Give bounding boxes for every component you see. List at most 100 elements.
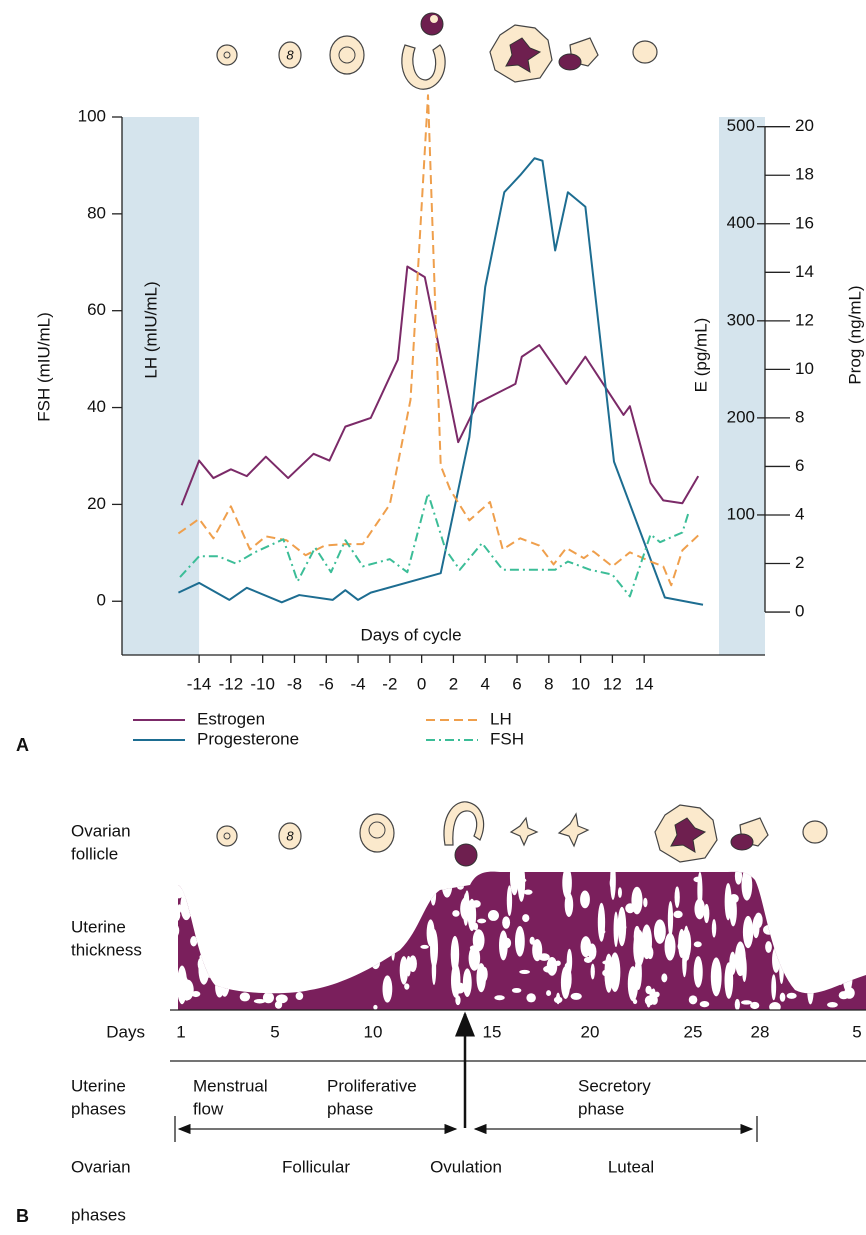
lining-spot — [674, 886, 680, 908]
lining-spot — [385, 924, 390, 931]
row-label: Days — [106, 1022, 145, 1041]
y3-tick-label: 14 — [795, 262, 814, 281]
lining-spot — [220, 891, 232, 930]
lining-spot — [779, 900, 788, 924]
lining-spot — [373, 1004, 378, 1010]
x-tick-label: 14 — [635, 674, 654, 693]
lining-spot — [368, 914, 378, 945]
lining-spot — [807, 973, 814, 1005]
x-tick-label: 6 — [512, 674, 521, 693]
lining-spot — [683, 925, 690, 962]
lining-spot — [847, 888, 857, 905]
lining-spot — [178, 924, 180, 937]
lining-spot — [322, 948, 334, 968]
lining-spot — [261, 922, 272, 961]
x-tick-label: -10 — [250, 674, 275, 693]
lining-spot — [661, 973, 668, 983]
lining-spot — [617, 887, 622, 898]
lining-spot — [468, 945, 481, 971]
lining-spot — [711, 961, 721, 977]
lining-spot — [740, 1000, 752, 1005]
y2-tick-label: 500 — [727, 116, 755, 135]
lining-spot — [440, 872, 449, 883]
row-label: follicle — [71, 844, 118, 863]
x-tick-label: -8 — [287, 674, 302, 693]
lining-spot — [180, 886, 190, 900]
lining-spot — [765, 941, 772, 953]
lining-spot — [808, 949, 821, 981]
lining-spot — [511, 987, 522, 993]
lining-spot — [699, 1000, 710, 1008]
lining-spot — [199, 871, 207, 906]
lining-spot — [393, 907, 402, 942]
lining-spot — [643, 897, 648, 908]
lining-spot — [224, 923, 229, 936]
lining-spot — [344, 949, 352, 958]
lining-spot — [523, 889, 533, 895]
lining-spot — [613, 911, 619, 948]
phase-label: phase — [327, 1099, 373, 1118]
lining-spot — [604, 953, 614, 993]
legend-label: Progesterone — [197, 729, 299, 748]
lining-spot — [780, 876, 788, 911]
lining-spot — [741, 955, 747, 983]
lining-spot — [441, 871, 453, 898]
lining-spot — [610, 871, 616, 901]
lining-spot — [827, 1002, 838, 1008]
lining-spot — [398, 898, 404, 907]
row-label: Uterine — [71, 917, 126, 936]
lining-spot — [667, 900, 674, 937]
lining-spot — [790, 970, 799, 975]
x-tick-label: 0 — [417, 674, 426, 693]
y3-tick-label: 0 — [795, 602, 804, 621]
y3-tick-label: 18 — [795, 165, 814, 184]
svg-text:8: 8 — [286, 47, 294, 62]
y-tick-label: 40 — [87, 397, 106, 416]
legend-label: Estrogen — [197, 709, 265, 728]
lining-spot — [279, 919, 286, 944]
lining-spot — [206, 973, 216, 978]
x-tick-label: 4 — [480, 674, 489, 693]
lining-spot — [249, 892, 254, 905]
lining-spot — [332, 918, 341, 941]
series-line — [180, 265, 700, 506]
lining-spot — [734, 998, 740, 1010]
lining-spot — [802, 986, 813, 992]
y3-tick-label: 16 — [795, 213, 814, 232]
x-axis-label: Days of cycle — [360, 625, 461, 644]
lining-spot — [562, 871, 572, 899]
lining-spot — [197, 958, 204, 971]
lining-spot — [838, 991, 849, 1000]
row-label: phases — [71, 1099, 126, 1118]
lining-spot — [297, 948, 309, 960]
lining-spot — [306, 939, 317, 974]
lining-spot — [279, 886, 288, 927]
lining-spot — [711, 919, 717, 938]
y3-tick-label: 2 — [795, 553, 804, 572]
shading — [122, 117, 200, 655]
lining-spot — [633, 925, 641, 947]
y-axis-label: LH (mIU/mL) — [141, 281, 160, 378]
y2-tick-label: 100 — [727, 504, 755, 523]
lining-spot — [509, 871, 520, 896]
lining-spot — [771, 974, 777, 1001]
day-label: 25 — [684, 1022, 703, 1041]
lining-spot — [190, 936, 198, 947]
lining-spot — [556, 992, 561, 1005]
lining-spot — [741, 871, 753, 901]
lining-spot — [734, 871, 743, 885]
lining-spot — [703, 903, 710, 924]
lining-spot — [580, 936, 592, 958]
row-label: Ovarian — [71, 821, 131, 840]
follicle-icons-top: 8 — [216, 12, 658, 90]
svg-text:8: 8 — [286, 828, 294, 843]
lining-spot — [329, 964, 339, 984]
lining-spot — [583, 956, 593, 963]
lining-spot — [801, 978, 814, 984]
lining-spot — [193, 888, 204, 925]
lining-spot — [382, 975, 393, 1003]
lining-spot — [360, 928, 371, 963]
legend-label: LH — [490, 709, 512, 728]
day-label: 10 — [364, 1022, 383, 1041]
lining-spot — [752, 915, 760, 939]
